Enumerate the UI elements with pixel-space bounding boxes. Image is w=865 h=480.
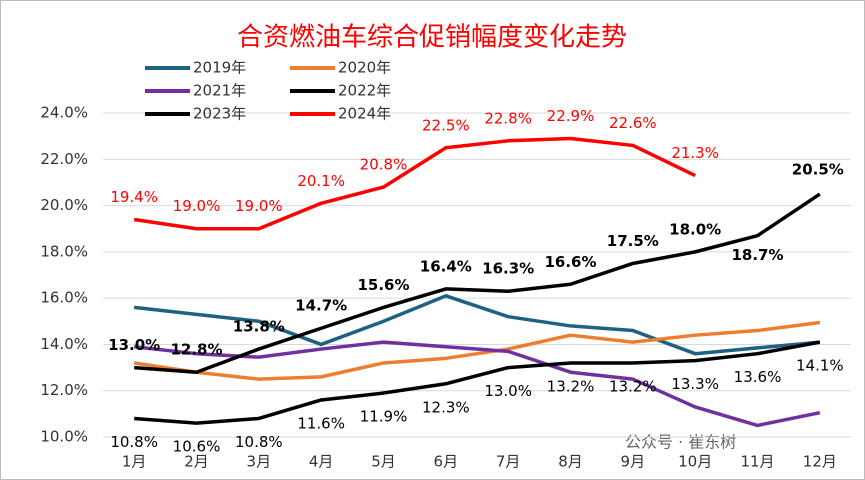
y-tick-label: 16.0% — [40, 289, 88, 307]
data-label: 18.7% — [731, 246, 783, 264]
series-line — [133, 320, 821, 381]
y-tick-label: 18.0% — [40, 242, 88, 260]
data-label: 12.8% — [170, 341, 222, 359]
legend-label: 2020年 — [338, 59, 391, 77]
y-tick-label: 24.0% — [40, 104, 88, 122]
legend-label: 2019年 — [193, 59, 246, 77]
data-label: 10.6% — [173, 438, 221, 456]
data-label: 13.2% — [609, 377, 657, 395]
watermark: 公众号 · 崔东树 — [625, 433, 736, 452]
data-label: 16.6% — [544, 253, 596, 271]
x-tick-label: 8月 — [558, 453, 583, 471]
data-label: 11.9% — [360, 408, 408, 426]
data-label: 20.5% — [792, 161, 844, 179]
data-label: 16.4% — [420, 257, 472, 275]
x-tick-label: 5月 — [371, 453, 396, 471]
y-tick-label: 12.0% — [40, 381, 88, 399]
x-tick-label: 1月 — [122, 453, 147, 471]
data-label: 15.6% — [357, 276, 409, 294]
data-label: 10.8% — [235, 433, 283, 451]
series-line — [133, 294, 820, 356]
series-line — [134, 340, 821, 425]
data-label: 13.0% — [484, 382, 532, 400]
x-tick-label: 12月 — [803, 453, 837, 471]
legend-label: 2022年 — [338, 82, 391, 100]
x-tick-label: 7月 — [496, 453, 521, 471]
data-label: 22.5% — [422, 116, 470, 134]
data-label: 18.0% — [669, 220, 721, 238]
series-line — [134, 192, 821, 374]
legend-label: 2023年 — [193, 105, 246, 123]
data-label: 20.8% — [360, 156, 408, 174]
x-tick-label: 10月 — [678, 453, 712, 471]
x-tick-label: 3月 — [247, 453, 272, 471]
y-tick-label: 14.0% — [40, 335, 88, 353]
x-tick-label: 2月 — [184, 453, 209, 471]
data-label: 13.0% — [108, 336, 160, 354]
y-tick-label: 20.0% — [40, 196, 88, 214]
x-tick-label: 9月 — [621, 453, 646, 471]
data-label: 10.8% — [110, 433, 158, 451]
data-label: 13.3% — [671, 375, 719, 393]
data-label: 22.6% — [609, 114, 657, 132]
data-label: 12.3% — [422, 398, 470, 416]
y-tick-label: 10.0% — [40, 428, 88, 446]
chart-title: 合资燃油车综合促销幅度变化走势 — [237, 23, 627, 53]
data-label: 11.6% — [297, 414, 345, 432]
y-tick-label: 22.0% — [40, 150, 88, 168]
data-label: 14.7% — [295, 297, 347, 315]
x-tick-label: 4月 — [309, 453, 334, 471]
legend-label: 2021年 — [193, 82, 246, 100]
data-label: 16.3% — [482, 260, 534, 278]
data-label: 13.8% — [233, 318, 285, 336]
data-label: 14.1% — [796, 357, 844, 375]
data-label: 17.5% — [607, 232, 659, 250]
data-label: 19.0% — [235, 197, 283, 215]
data-label: 13.2% — [547, 377, 595, 395]
data-label: 22.9% — [547, 107, 595, 125]
legend-label: 2024年 — [338, 105, 391, 123]
data-label: 21.3% — [671, 144, 719, 162]
data-label: 19.0% — [173, 197, 221, 215]
data-label: 22.8% — [484, 109, 532, 127]
data-label: 19.4% — [110, 188, 158, 206]
series-line — [133, 136, 696, 231]
x-tick-label: 6月 — [434, 453, 459, 471]
data-label: 20.1% — [297, 172, 345, 190]
data-label: 13.6% — [734, 368, 782, 386]
x-tick-label: 11月 — [740, 453, 774, 471]
series-line — [133, 340, 821, 428]
